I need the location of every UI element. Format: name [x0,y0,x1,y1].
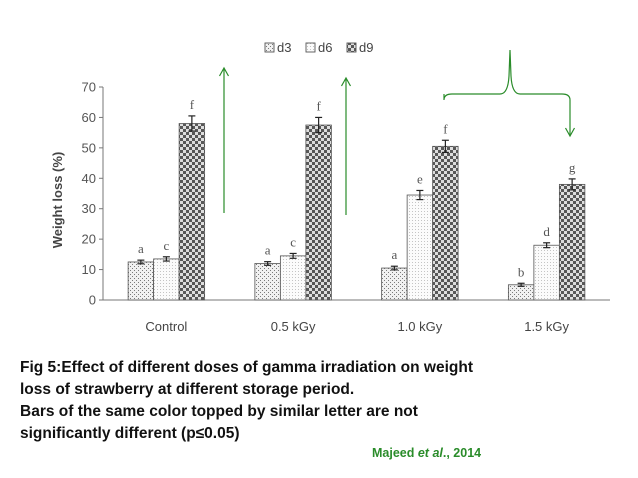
y-tick-label: 0 [89,293,96,308]
legend-swatch-d6 [305,42,316,53]
bar-d6 [406,194,434,301]
caption-line-3: Bars of the same color topped by similar… [20,403,418,420]
significance-letter: c [290,234,296,249]
bar-d6 [279,255,307,301]
x-category-label: Control [145,319,187,334]
significance-letter: f [443,121,448,136]
arrow-up-control [218,66,230,213]
legend-swatch-d9 [346,42,357,53]
weight-loss-bar-chart: Weight loss (%) 0 10 20 30 40 50 60 70 a c f a c f a e… [50,40,610,334]
y-tick-label: 10 [82,262,96,277]
significance-letter: f [316,98,321,113]
y-tick-label: 40 [82,171,96,186]
significance-letter: a [138,241,144,256]
arrow-up-05kgy [340,76,352,215]
significance-letter: d [543,224,550,239]
y-tick-label: 70 [82,80,96,95]
legend-label-d3: d3 [277,40,291,55]
caption-line-1: Fig 5:Effect of different doses of gamma… [20,359,473,376]
curly-brace-annotation [443,49,571,136]
bar-d6 [533,244,560,301]
significance-letter: a [391,247,397,262]
bar-groups: a c f a c f a e f b d g [127,97,586,301]
citation: Majeed et al., 2014 [372,446,481,460]
citation-year: ., 2014 [442,446,482,460]
bar-d6 [153,258,180,301]
significance-letter: a [265,243,271,258]
x-category-label: 1.5 kGy [524,319,569,334]
caption-line-4: significantly different (p≤0.05) [20,425,240,442]
bar-d3 [507,284,535,301]
bar-d3 [254,263,281,301]
figure-caption: Fig 5:Effect of different doses of gamma… [20,357,620,445]
legend: d3 d6 d9 [264,40,373,55]
y-axis-title: Weight loss (%) [50,152,65,249]
y-tick-label: 30 [82,201,96,216]
y-tick-label: 60 [82,110,96,125]
legend-swatch-d3 [264,42,275,53]
significance-letter: g [569,160,576,175]
y-tick-label: 20 [82,232,96,247]
x-category-label: 1.0 kGy [397,319,442,334]
bar-d3 [381,267,408,301]
arrow-down-brace [564,127,576,138]
citation-author: Majeed [372,446,418,460]
bar-d3 [127,261,155,301]
bar-d9 [178,123,206,301]
y-tick-label: 50 [82,140,96,155]
bar-d9 [432,145,459,301]
bar-d9 [305,124,332,301]
annotations [218,49,576,215]
significance-letter: c [163,238,169,253]
x-category-label: 0.5 kGy [271,319,316,334]
x-axis-labels: Control 0.5 kGy 1.0 kGy 1.5 kGy [145,319,569,334]
legend-label-d9: d9 [359,40,373,55]
legend-label-d6: d6 [318,40,332,55]
significance-letter: b [518,264,525,279]
bar-d9 [558,183,586,301]
caption-line-2: loss of strawberry at different storage … [20,381,355,398]
significance-letter: f [190,97,195,112]
significance-letter: e [417,171,423,186]
citation-etal: et al [417,446,443,460]
